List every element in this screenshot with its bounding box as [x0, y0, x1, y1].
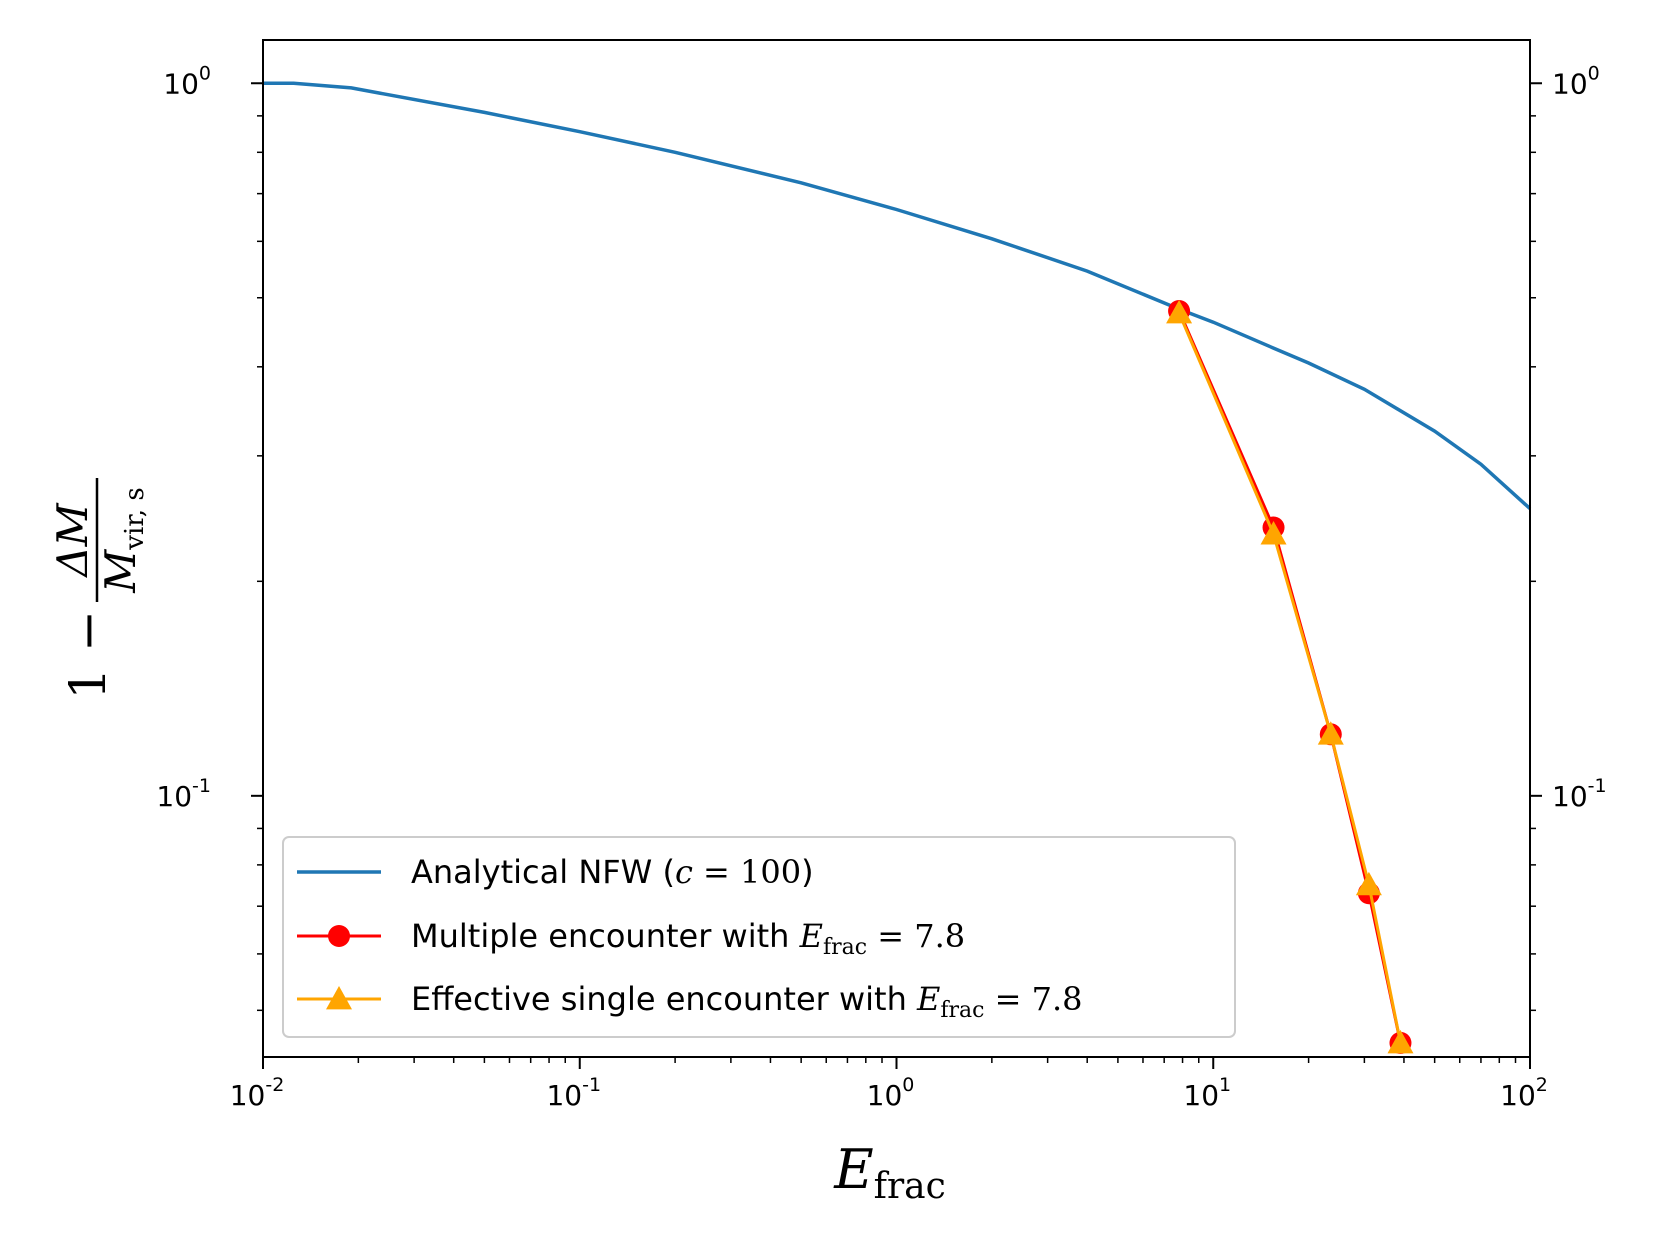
- series-2: [1166, 299, 1414, 1054]
- y-tick-label-right: 100: [1552, 62, 1600, 100]
- series-layer: [263, 81, 1532, 1054]
- legend-label-2: Effective single encounter with Efrac = …: [411, 980, 1083, 1023]
- y-axis-title-prefix: 1 −: [59, 610, 117, 700]
- legend-box: [282, 836, 1236, 1038]
- y-tick-label-right: 10-1: [1552, 775, 1607, 813]
- y-tick-label-left: 10-1: [156, 775, 211, 813]
- y-axis-title: 1 − ΔM Mvir, s: [48, 478, 150, 700]
- x-tick-label: 100: [867, 1074, 915, 1112]
- data-point-2-1: [1260, 521, 1287, 545]
- x-axis-title: Efrac: [833, 1138, 946, 1207]
- y-axis-title-numerator: ΔM: [48, 502, 97, 578]
- legend-marker-2: [326, 986, 352, 1010]
- ticks-layer: [251, 82, 1542, 1069]
- legend-label-1: Multiple encounter with Efrac = 7.8: [411, 917, 965, 960]
- series-line-0: [263, 81, 1532, 510]
- series-0: [263, 81, 1532, 510]
- legend-marker-1: [328, 925, 350, 947]
- x-tick-label: 10-1: [546, 1074, 601, 1112]
- x-tick-label: 101: [1183, 1074, 1231, 1112]
- legend-label-0: Analytical NFW (c = 100): [411, 853, 814, 891]
- x-tick-label: 10-2: [230, 1074, 285, 1112]
- legend: Analytical NFW (c = 100) Multiple encount…: [282, 836, 1236, 1038]
- labels-layer: 10-2 10-1 100 101 102 10-1 10-1 100 100 Efrac 1 − …: [48, 62, 1607, 1207]
- data-point-2-3: [1355, 871, 1382, 896]
- data-point-2-4: [1387, 1029, 1414, 1054]
- data-point-2-0: [1166, 299, 1193, 324]
- y-tick-label-left: 100: [163, 62, 211, 100]
- data-point-2-2: [1317, 721, 1344, 745]
- y-axis-title-denominator: Mvir, s: [96, 487, 150, 593]
- x-tick-label: 102: [1500, 1074, 1548, 1112]
